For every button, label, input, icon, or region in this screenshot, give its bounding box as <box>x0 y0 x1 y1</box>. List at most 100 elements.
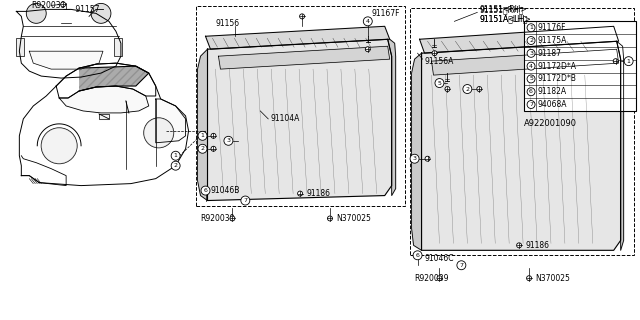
Text: R920039: R920039 <box>415 274 449 283</box>
Polygon shape <box>156 99 186 143</box>
Circle shape <box>445 86 450 92</box>
Circle shape <box>198 144 207 153</box>
Circle shape <box>201 186 210 195</box>
Text: 91046C: 91046C <box>424 254 454 263</box>
Circle shape <box>241 196 250 205</box>
Circle shape <box>91 4 111 23</box>
Circle shape <box>61 2 66 7</box>
Circle shape <box>624 57 633 66</box>
Text: 91104A: 91104A <box>270 114 300 124</box>
Polygon shape <box>59 86 148 113</box>
Circle shape <box>527 75 535 83</box>
Text: 94068A: 94068A <box>537 100 566 109</box>
Circle shape <box>224 136 233 145</box>
Text: 6: 6 <box>204 188 207 193</box>
Circle shape <box>198 131 207 140</box>
Circle shape <box>435 79 444 88</box>
Text: 3: 3 <box>529 51 533 56</box>
Circle shape <box>298 191 303 196</box>
Text: 91182A: 91182A <box>537 87 566 96</box>
Bar <box>410 8 634 255</box>
Polygon shape <box>412 53 422 250</box>
Circle shape <box>516 243 522 248</box>
Text: 91175A: 91175A <box>537 36 566 45</box>
Circle shape <box>410 154 419 163</box>
Text: 91167F: 91167F <box>372 9 400 18</box>
Text: 2: 2 <box>173 163 178 168</box>
Text: 91172D*A: 91172D*A <box>537 62 576 71</box>
Circle shape <box>171 151 180 160</box>
Text: 6: 6 <box>415 253 419 258</box>
Text: N370025: N370025 <box>535 274 570 283</box>
Text: 91151<RH>: 91151<RH> <box>479 5 527 14</box>
Text: 3: 3 <box>227 138 230 143</box>
Circle shape <box>144 118 173 148</box>
Circle shape <box>527 36 535 44</box>
Polygon shape <box>205 26 390 49</box>
Polygon shape <box>431 49 619 75</box>
Text: 2: 2 <box>200 146 205 151</box>
Circle shape <box>432 51 437 56</box>
Bar <box>114 38 122 56</box>
Circle shape <box>211 146 216 151</box>
Polygon shape <box>617 41 623 250</box>
Text: 91046B: 91046B <box>211 186 240 195</box>
Text: —  91157: — 91157 <box>63 5 100 14</box>
Circle shape <box>527 62 535 70</box>
Circle shape <box>300 14 305 19</box>
Polygon shape <box>79 66 148 91</box>
Circle shape <box>41 128 77 164</box>
Text: 91156A: 91156A <box>424 57 454 66</box>
Text: 91186: 91186 <box>306 189 330 198</box>
Text: 91151A〈LH〉: 91151A〈LH〉 <box>479 15 528 24</box>
Polygon shape <box>422 41 621 250</box>
Text: 2: 2 <box>465 86 469 92</box>
Circle shape <box>437 276 442 281</box>
Text: 5: 5 <box>438 81 442 85</box>
Circle shape <box>211 133 216 138</box>
Polygon shape <box>218 46 390 69</box>
Polygon shape <box>207 39 392 201</box>
Text: 4: 4 <box>366 19 370 24</box>
Text: 7: 7 <box>243 198 247 203</box>
Circle shape <box>328 216 332 221</box>
Text: 5: 5 <box>529 76 533 81</box>
Text: 1: 1 <box>627 59 630 64</box>
Circle shape <box>613 59 618 64</box>
Text: 7: 7 <box>529 102 533 107</box>
Circle shape <box>364 17 372 26</box>
Text: 3: 3 <box>413 156 417 161</box>
Circle shape <box>527 24 535 32</box>
Polygon shape <box>99 114 109 119</box>
Polygon shape <box>29 51 103 69</box>
Text: 7: 7 <box>460 263 463 268</box>
Bar <box>524 21 636 111</box>
Circle shape <box>463 84 472 93</box>
Text: 4: 4 <box>529 64 533 68</box>
Text: A922001090: A922001090 <box>524 119 577 128</box>
Text: R920039: R920039 <box>31 1 66 10</box>
Text: 91186: 91186 <box>525 241 549 250</box>
Circle shape <box>413 251 422 260</box>
Circle shape <box>26 4 46 23</box>
Polygon shape <box>420 26 619 53</box>
Text: 6: 6 <box>529 89 533 94</box>
Text: 91176F: 91176F <box>537 23 566 32</box>
Circle shape <box>171 161 180 170</box>
Text: 91151〈RH〉: 91151〈RH〉 <box>479 5 524 14</box>
Circle shape <box>527 88 535 96</box>
Text: 1: 1 <box>173 153 177 158</box>
Bar <box>196 6 404 205</box>
Text: 1: 1 <box>529 25 533 30</box>
Text: 2: 2 <box>529 38 533 43</box>
Polygon shape <box>388 39 396 196</box>
Circle shape <box>527 49 535 57</box>
Circle shape <box>477 86 482 92</box>
Text: 91156: 91156 <box>216 19 239 28</box>
Circle shape <box>230 216 235 221</box>
Circle shape <box>457 261 466 270</box>
Bar <box>17 38 24 56</box>
Text: 91187: 91187 <box>537 49 561 58</box>
Circle shape <box>527 276 532 281</box>
Text: R920039: R920039 <box>200 214 235 223</box>
